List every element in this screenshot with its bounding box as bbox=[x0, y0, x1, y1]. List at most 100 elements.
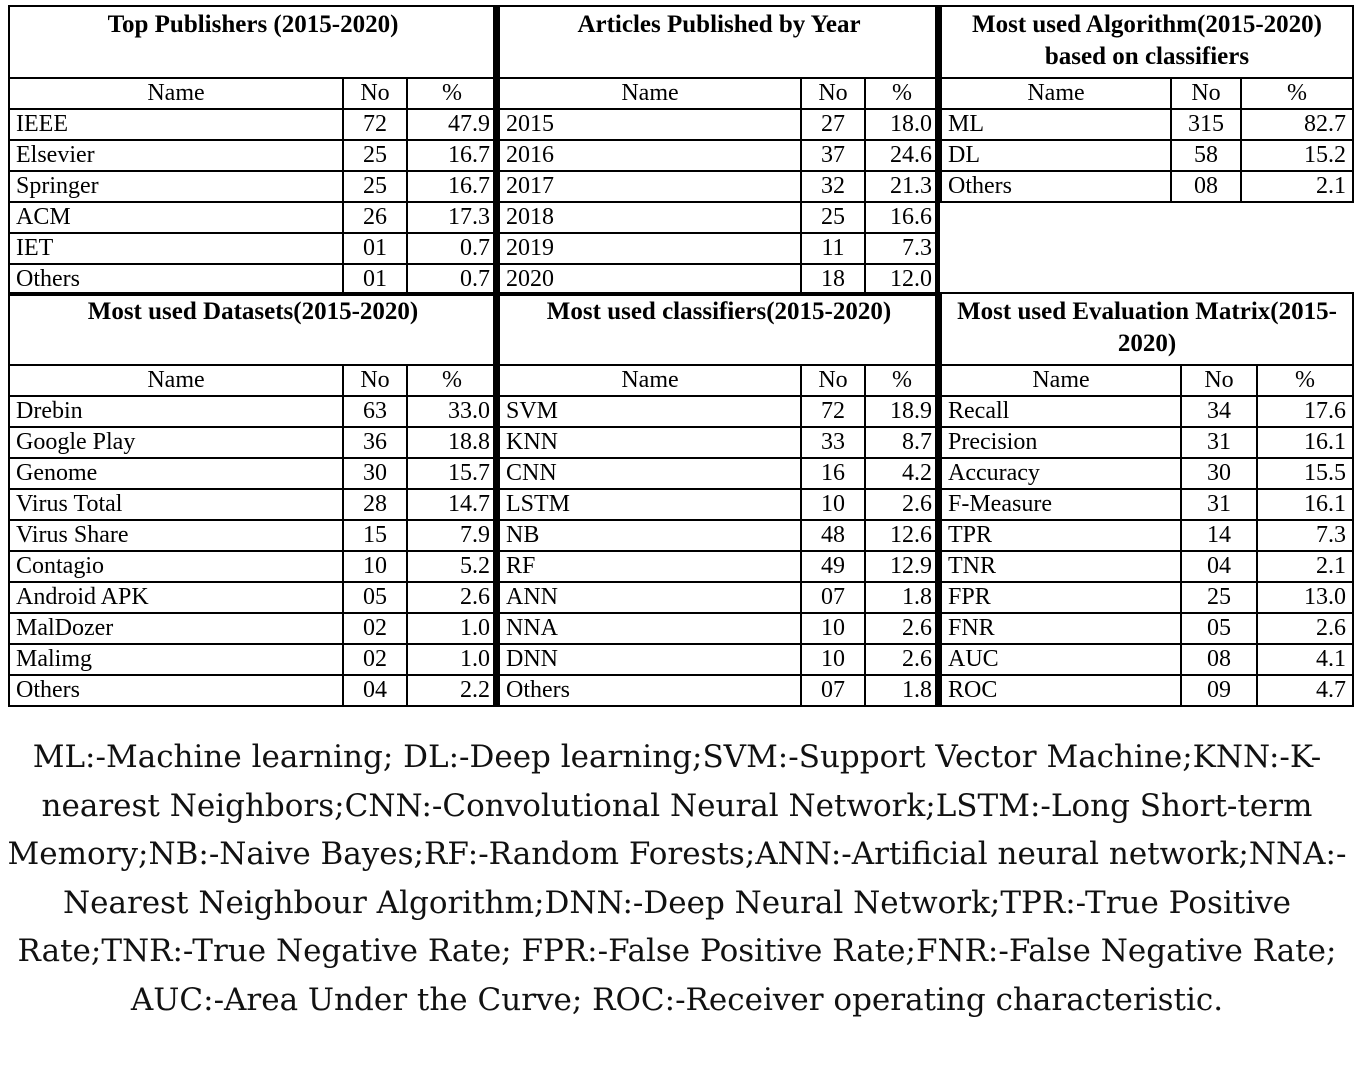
row-count: 31 bbox=[1180, 426, 1258, 459]
percent-column-header: % bbox=[864, 77, 940, 110]
row-percent: 15.5 bbox=[1255, 457, 1354, 490]
table-row: ANN 07 1.8 bbox=[498, 581, 940, 614]
row-name: ROC bbox=[940, 674, 1182, 707]
table-row: Accuracy 30 15.5 bbox=[940, 457, 1354, 490]
name-column-header: Name bbox=[8, 364, 344, 397]
percent-column-header: % bbox=[1255, 364, 1354, 397]
no-column-header: No bbox=[800, 364, 866, 397]
data-table: Most used Algorithm(2015-2020) based on … bbox=[940, 5, 1354, 203]
row-count: 10 bbox=[800, 612, 866, 645]
row-name: Genome bbox=[8, 457, 344, 490]
row-name: 2019 bbox=[498, 232, 802, 265]
row-name: Recall bbox=[940, 395, 1182, 428]
table-row: Springer 25 16.7 bbox=[8, 170, 499, 203]
row-percent: 13.0 bbox=[1255, 581, 1354, 614]
percent-column-header: % bbox=[406, 364, 498, 397]
row-count: 09 bbox=[1180, 674, 1258, 707]
row-name: Others bbox=[498, 674, 802, 707]
row-percent: 4.1 bbox=[1255, 643, 1354, 676]
no-column-header: No bbox=[1170, 77, 1242, 110]
row-name: TNR bbox=[940, 550, 1182, 583]
table-row: Recall 34 17.6 bbox=[940, 395, 1354, 428]
table-title: Top Publishers (2015-2020) bbox=[7, 5, 499, 79]
row-name: IET bbox=[8, 232, 344, 265]
row-percent: 16.1 bbox=[1255, 426, 1354, 459]
row-percent: 2.1 bbox=[1240, 170, 1354, 203]
row-percent: 1.0 bbox=[406, 612, 498, 645]
row-count: 48 bbox=[800, 519, 866, 552]
row-count: 18 bbox=[800, 263, 866, 296]
row-count: 07 bbox=[800, 581, 866, 614]
row-percent: 12.9 bbox=[864, 550, 940, 583]
row-percent: 17.6 bbox=[1255, 395, 1354, 428]
name-column-header: Name bbox=[8, 77, 344, 110]
row-percent: 12.6 bbox=[864, 519, 940, 552]
table-row: Virus Share 15 7.9 bbox=[8, 519, 498, 552]
table-row: IET 01 0.7 bbox=[8, 232, 499, 265]
row-count: 49 bbox=[800, 550, 866, 583]
row-percent: 18.8 bbox=[406, 426, 498, 459]
row-percent: 8.7 bbox=[864, 426, 940, 459]
row-count: 05 bbox=[342, 581, 408, 614]
row-percent: 15.7 bbox=[406, 457, 498, 490]
row-name: IEEE bbox=[8, 108, 344, 141]
row-name: MalDozer bbox=[8, 612, 344, 645]
row-name: Android APK bbox=[8, 581, 344, 614]
row-count: 04 bbox=[342, 674, 408, 707]
table-row: 2019 11 7.3 bbox=[498, 232, 940, 265]
row-count: 14 bbox=[1180, 519, 1258, 552]
table-title: Most used classifiers(2015-2020) bbox=[498, 292, 940, 366]
row-percent: 1.8 bbox=[864, 581, 940, 614]
row-count: 15 bbox=[342, 519, 408, 552]
row-name: Elsevier bbox=[8, 139, 344, 172]
row-name: ACM bbox=[8, 201, 344, 234]
row-percent: 2.6 bbox=[864, 612, 940, 645]
row-name: 2017 bbox=[498, 170, 802, 203]
row-percent: 14.7 bbox=[406, 488, 498, 521]
row-percent: 2.2 bbox=[406, 674, 498, 707]
percent-column-header: % bbox=[864, 364, 940, 397]
row-name: DL bbox=[940, 139, 1172, 172]
row-name: ML bbox=[940, 108, 1172, 141]
row-name: Drebin bbox=[8, 395, 344, 428]
column-divider bbox=[493, 5, 496, 706]
no-column-header: No bbox=[1180, 364, 1258, 397]
percent-column-header: % bbox=[405, 77, 499, 110]
row-percent: 16.7 bbox=[405, 139, 499, 172]
table-row: NB 48 12.6 bbox=[498, 519, 940, 552]
table-row: 2020 18 12.0 bbox=[498, 263, 940, 296]
table-row: FPR 25 13.0 bbox=[940, 581, 1354, 614]
table-title: Most used Datasets(2015-2020) bbox=[8, 292, 498, 366]
row-percent: 1.8 bbox=[864, 674, 940, 707]
row-percent: 2.6 bbox=[1255, 612, 1354, 645]
row-name: Malimg bbox=[8, 643, 344, 676]
table-row: Genome 30 15.7 bbox=[8, 457, 498, 490]
no-column-header: No bbox=[342, 364, 408, 397]
row-count: 27 bbox=[800, 108, 866, 141]
row-percent: 16.7 bbox=[405, 170, 499, 203]
row-name: Contagio bbox=[8, 550, 344, 583]
table-row: 2017 32 21.3 bbox=[498, 170, 940, 203]
row-count: 10 bbox=[800, 643, 866, 676]
table-row: NNA 10 2.6 bbox=[498, 612, 940, 645]
row-name: KNN bbox=[498, 426, 802, 459]
row-percent: 16.6 bbox=[864, 201, 940, 234]
row-name: Precision bbox=[940, 426, 1182, 459]
table-row: LSTM 10 2.6 bbox=[498, 488, 940, 521]
table-title: Articles Published by Year bbox=[498, 5, 940, 79]
table-row: FNR 05 2.6 bbox=[940, 612, 1354, 645]
row-name: F-Measure bbox=[940, 488, 1182, 521]
row-count: 63 bbox=[342, 395, 408, 428]
row-count: 02 bbox=[342, 643, 408, 676]
row-name: NNA bbox=[498, 612, 802, 645]
row-name: 2015 bbox=[498, 108, 802, 141]
row-count: 72 bbox=[800, 395, 866, 428]
name-column-header: Name bbox=[940, 364, 1182, 397]
row-count: 25 bbox=[1180, 581, 1258, 614]
table-row: Precision 31 16.1 bbox=[940, 426, 1354, 459]
table-row: KNN 33 8.7 bbox=[498, 426, 940, 459]
row-count: 28 bbox=[342, 488, 408, 521]
name-column-header: Name bbox=[498, 364, 802, 397]
row-count: 32 bbox=[800, 170, 866, 203]
row-percent: 15.2 bbox=[1240, 139, 1354, 172]
